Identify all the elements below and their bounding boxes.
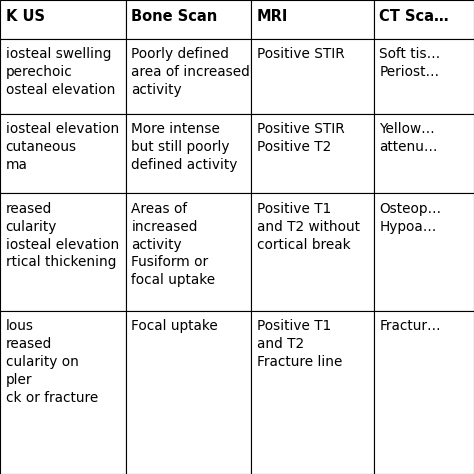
Text: CT Sca…: CT Sca… <box>379 9 449 24</box>
Bar <box>374 0 474 39</box>
Bar <box>0 114 126 193</box>
Text: Positive STIR
Positive T2: Positive STIR Positive T2 <box>257 122 345 154</box>
Bar <box>251 193 374 311</box>
Text: Focal uptake: Focal uptake <box>131 319 218 334</box>
Text: K US: K US <box>6 9 45 24</box>
Text: Fractur…: Fractur… <box>379 319 441 334</box>
Text: reased
cularity
iosteal elevation
rtical thickening: reased cularity iosteal elevation rtical… <box>6 202 119 270</box>
Text: Soft tis…
Periost…: Soft tis… Periost… <box>379 47 440 79</box>
Text: Positive T1
and T2 without
cortical break: Positive T1 and T2 without cortical brea… <box>257 202 360 252</box>
Text: lous
reased
cularity on
pler
ck or fracture: lous reased cularity on pler ck or fract… <box>6 319 98 405</box>
Bar <box>0 311 126 474</box>
Bar <box>251 0 374 39</box>
Bar <box>126 0 251 39</box>
Text: Yellow…
attenu…: Yellow… attenu… <box>379 122 438 154</box>
Text: MRI: MRI <box>257 9 288 24</box>
Bar <box>126 114 251 193</box>
Text: iosteal elevation
cutaneous
ma: iosteal elevation cutaneous ma <box>6 122 119 172</box>
Bar <box>0 39 126 114</box>
Bar <box>374 311 474 474</box>
Text: Positive T1
and T2
Fracture line: Positive T1 and T2 Fracture line <box>257 319 342 369</box>
Bar <box>374 114 474 193</box>
Text: Poorly defined
area of increased
activity: Poorly defined area of increased activit… <box>131 47 250 97</box>
Text: Areas of
increased
activity
Fusiform or
focal uptake: Areas of increased activity Fusiform or … <box>131 202 215 287</box>
Bar <box>126 39 251 114</box>
Bar <box>0 0 126 39</box>
Text: Bone Scan: Bone Scan <box>131 9 218 24</box>
Bar <box>251 311 374 474</box>
Bar <box>0 193 126 311</box>
Text: Osteop…
Hypoa…: Osteop… Hypoa… <box>379 202 441 234</box>
Bar <box>251 114 374 193</box>
Bar <box>374 39 474 114</box>
Bar <box>374 193 474 311</box>
Text: iosteal swelling
perechoic
osteal elevation: iosteal swelling perechoic osteal elevat… <box>6 47 115 97</box>
Text: Positive STIR: Positive STIR <box>257 47 345 62</box>
Bar <box>251 39 374 114</box>
Bar <box>126 193 251 311</box>
Text: More intense
but still poorly
defined activity: More intense but still poorly defined ac… <box>131 122 237 172</box>
Bar <box>126 311 251 474</box>
